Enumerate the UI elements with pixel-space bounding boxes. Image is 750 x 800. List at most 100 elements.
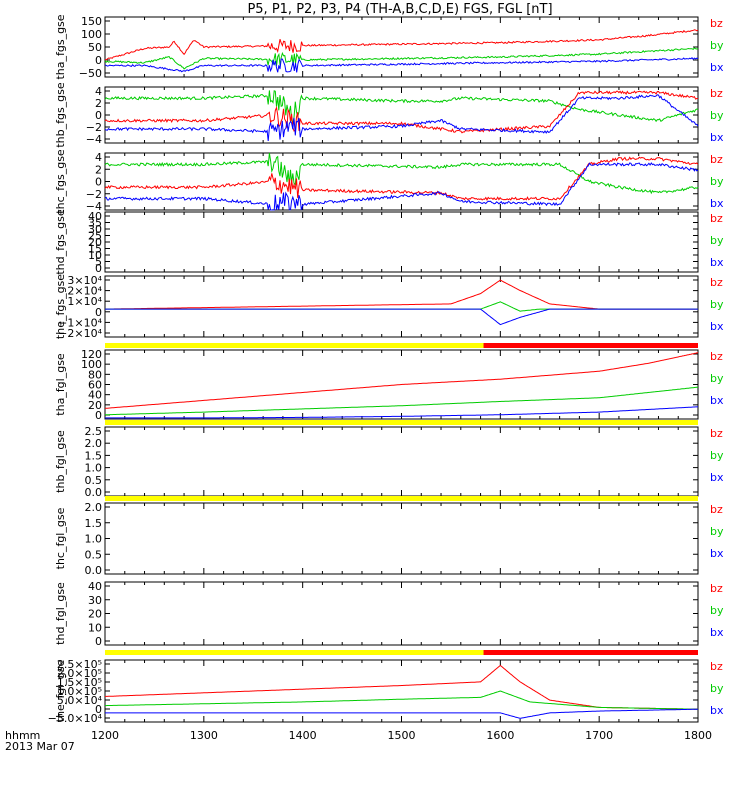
time-axis-label-hhmm: hhmm <box>5 729 40 742</box>
y-tick-label: 5 <box>95 256 102 269</box>
y-tick-label: 0 <box>95 409 102 422</box>
x-tick-label: 1600 <box>486 729 514 742</box>
y-tick-label: 0.0 <box>85 486 103 499</box>
y-tick-label: −1×10⁴ <box>58 316 102 329</box>
y-tick-label: 80 <box>88 368 102 381</box>
y-tick-label: 5.0×10⁴ <box>57 694 103 707</box>
x-tick-label: 1200 <box>91 729 119 742</box>
legend-bz: bz <box>710 87 723 100</box>
status-bar-segment <box>105 343 484 348</box>
status-bar-segment <box>105 650 484 655</box>
series-by-line <box>104 386 699 416</box>
series-by-line <box>104 152 699 195</box>
panel-ylabel: thd_fgs_gse <box>54 209 67 275</box>
panel-thc_fgl_gse: 0.0 0.5 1.0 1.5 2.0 thc_fgl_gse bz by bx <box>54 501 724 577</box>
y-tick-label: 30 <box>88 594 102 607</box>
series-bz-line <box>104 156 699 201</box>
y-tick-label: 15 <box>88 243 102 256</box>
panel-frame <box>104 211 699 273</box>
status-bar-segment <box>483 650 698 655</box>
y-tick-label: −4 <box>86 200 102 213</box>
legend-by: by <box>710 604 724 617</box>
legend-bx: bx <box>710 131 724 144</box>
series-bx-line <box>104 162 699 211</box>
series-bz-line <box>104 664 698 710</box>
legend-by: by <box>710 109 724 122</box>
y-tick-label: 20 <box>88 608 102 621</box>
series-bz-line <box>105 279 698 310</box>
legend-bz: bz <box>710 660 723 673</box>
legend-bx: bx <box>710 471 724 484</box>
y-tick-label: 0 <box>95 54 102 67</box>
y-tick-label: 0.0 <box>85 564 103 577</box>
y-tick-label: 10 <box>88 621 102 634</box>
legend-bx: bx <box>710 256 724 269</box>
y-tick-label: −2 <box>86 121 102 134</box>
y-tick-label: 1.5 <box>85 517 103 530</box>
y-tick-label: 2.0 <box>85 437 103 450</box>
legend-by: by <box>710 372 724 385</box>
y-tick-label: 40 <box>88 389 102 402</box>
x-tick-label: 1400 <box>289 729 317 742</box>
series-by-line <box>105 301 698 312</box>
panel-thb_fgl_gse: 0.00.51.01.52.02.5 thb_fgl_gse bz by bx <box>54 425 724 499</box>
y-tick-label: 2 <box>95 97 102 110</box>
y-tick-label: 100 <box>81 358 102 371</box>
y-tick-label: 50 <box>88 41 102 54</box>
y-tick-label: 100 <box>81 28 102 41</box>
y-tick-label: 40 <box>88 580 102 593</box>
y-tick-label: 2.0×10⁵ <box>57 667 102 680</box>
legend-bx: bx <box>710 61 724 74</box>
panel-frame <box>104 581 699 646</box>
legend-bz: bz <box>710 503 723 516</box>
y-tick-label: 10 <box>88 249 102 262</box>
y-tick-label: 2 <box>95 163 102 176</box>
legend-bx: bx <box>710 197 724 210</box>
legend-bx: bx <box>710 320 724 333</box>
y-tick-label: 4 <box>95 85 102 98</box>
legend-by: by <box>710 525 724 538</box>
panel-ylabel: tha_fgl_gse <box>54 353 67 416</box>
panel-ylabel: the_fgl_gse <box>54 660 67 723</box>
y-tick-label: 2.5 <box>85 425 103 438</box>
legend-bz: bz <box>710 350 723 363</box>
series-bx-line <box>104 57 699 73</box>
series-by-line <box>105 690 698 710</box>
y-tick-label: −2 <box>86 188 102 201</box>
series-bx-line <box>104 94 699 142</box>
panel-frame <box>104 16 699 78</box>
series-bz-line <box>104 352 699 409</box>
y-tick-label: −2×10⁴ <box>58 327 102 340</box>
panel-ylabel: thc_fgs_gse <box>54 149 67 214</box>
legend-bx: bx <box>710 704 724 717</box>
panel-ylabel: tha_fgs_gse <box>54 14 67 79</box>
legend-by: by <box>710 682 724 695</box>
y-tick-label: 2.5×10⁵ <box>57 658 102 671</box>
y-tick-label: 0 <box>95 306 102 319</box>
legend-by: by <box>710 175 724 188</box>
y-tick-label: 0.5 <box>85 474 103 487</box>
series-bx-line <box>105 406 699 419</box>
panel-frame <box>104 86 699 144</box>
legend-bx: bx <box>710 626 724 639</box>
legend-by: by <box>710 298 724 311</box>
y-tick-label: 60 <box>88 379 102 392</box>
legend-by: by <box>710 449 724 462</box>
x-tick-label: 1500 <box>388 729 416 742</box>
legend-bx: bx <box>710 547 724 560</box>
series-bx-line <box>105 708 699 719</box>
y-tick-label: 1.5×10⁵ <box>57 676 102 689</box>
y-tick-label: 120 <box>81 348 102 361</box>
y-tick-label: 30 <box>88 223 102 236</box>
y-tick-label: 0 <box>95 262 102 275</box>
y-tick-label: 4 <box>95 151 102 164</box>
panel-the_fgl_gse: −5.0×10⁴05.0×10⁴1.0×10⁵1.5×10⁵2.0×10⁵2.5… <box>48 658 724 725</box>
y-tick-label: 20 <box>88 236 102 249</box>
